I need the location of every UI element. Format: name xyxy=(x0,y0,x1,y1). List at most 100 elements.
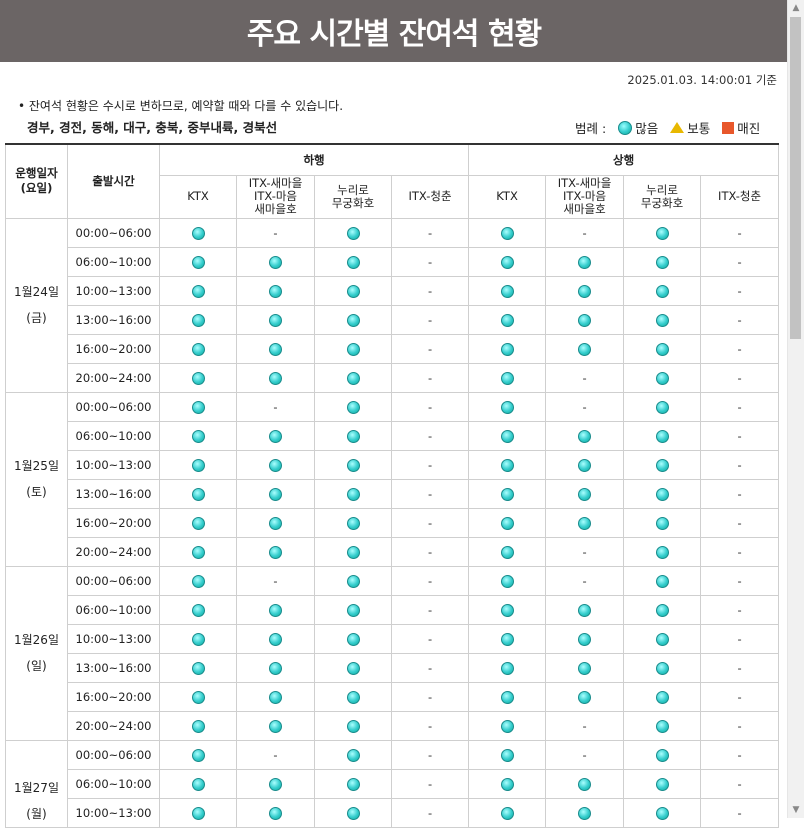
no-service-cell: - xyxy=(390,507,470,538)
seat-status-cell xyxy=(468,536,547,567)
dash-text: - xyxy=(737,399,742,414)
seat-status-cell xyxy=(468,768,547,799)
table-row: 06:00~10:00 - - xyxy=(6,768,780,799)
no-service-cell: - xyxy=(390,420,470,451)
no-service-cell: - xyxy=(700,710,780,741)
seat-status-cell xyxy=(314,362,392,393)
departure-time: 00:00~06:00 xyxy=(67,739,160,770)
seat-status-cell xyxy=(468,594,547,625)
departure-time: 10:00~13:00 xyxy=(67,449,160,480)
seat-status-cell xyxy=(623,594,702,625)
available-many-icon xyxy=(191,632,205,646)
seat-status-cell xyxy=(545,681,625,712)
available-many-icon xyxy=(346,632,360,646)
seat-status-cell xyxy=(468,333,547,364)
dash-text: - xyxy=(273,399,278,414)
available-many-icon xyxy=(191,226,205,240)
no-service-cell: - xyxy=(545,739,625,770)
available-many-icon xyxy=(655,371,669,385)
vertical-scrollbar[interactable]: ▲ ▼ xyxy=(787,0,804,818)
seat-table: 운행일자 (요일) 출발시간 하행 상행 KTX ITX-새마을 ITX-마음 새… xyxy=(5,143,780,828)
weekday-label: (일) xyxy=(26,659,47,673)
scroll-up-icon[interactable]: ▲ xyxy=(792,3,800,13)
departure-time: 16:00~20:00 xyxy=(67,681,160,712)
seat-status-cell xyxy=(545,478,625,509)
available-many-icon xyxy=(269,313,282,327)
departure-time: 16:00~20:00 xyxy=(67,507,160,538)
no-service-cell: - xyxy=(390,449,470,480)
dash-text: - xyxy=(737,312,742,327)
no-service-cell: - xyxy=(700,565,780,596)
no-service-cell: - xyxy=(390,246,470,277)
available-many-icon xyxy=(346,458,360,472)
seat-status-cell xyxy=(545,333,625,364)
legend-normal-label: 보통 xyxy=(687,121,711,136)
seat-status-cell xyxy=(236,420,315,451)
scroll-thumb[interactable] xyxy=(790,17,801,339)
seat-status-cell xyxy=(623,507,702,538)
seat-status-cell xyxy=(236,710,315,741)
available-many-icon xyxy=(191,545,205,559)
no-service-cell: - xyxy=(236,739,315,770)
seat-status-cell xyxy=(468,449,547,480)
departure-time: 00:00~06:00 xyxy=(67,391,160,422)
date-cell: 1월25일 (토) xyxy=(5,391,68,567)
available-many-icon xyxy=(655,226,669,240)
notice-text: • 잔여석 현황은 수시로 변하므로, 예약할 때와 다를 수 있습니다. xyxy=(18,99,344,113)
seat-status-cell xyxy=(545,275,625,306)
available-many-icon xyxy=(191,458,205,472)
departure-time: 00:00~06:00 xyxy=(67,217,160,248)
available-many-icon xyxy=(269,632,282,646)
seat-status-cell xyxy=(623,217,702,248)
no-service-cell: - xyxy=(390,478,470,509)
scroll-down-icon[interactable]: ▼ xyxy=(792,805,800,815)
header-up-train: ITX-새마을 ITX-마음 새마을호 xyxy=(545,174,625,219)
no-service-cell: - xyxy=(390,652,470,683)
soldout-icon xyxy=(722,121,735,134)
available-many-icon xyxy=(500,255,514,269)
table-row: 16:00~20:00 - - xyxy=(6,507,780,538)
available-many-icon xyxy=(500,661,514,675)
available-many-icon xyxy=(500,284,514,298)
no-service-cell: - xyxy=(390,594,470,625)
available-many-icon xyxy=(655,342,669,356)
available-many-icon xyxy=(346,429,360,443)
seat-status-cell xyxy=(236,275,315,306)
dash-text: - xyxy=(737,457,742,472)
dash-text: - xyxy=(427,312,433,327)
available-many-icon xyxy=(346,342,360,356)
legend-label: 범례 : xyxy=(575,121,607,136)
available-many-icon xyxy=(269,487,282,501)
table-row: 13:00~16:00 - - xyxy=(6,478,780,509)
departure-time: 10:00~13:00 xyxy=(67,623,160,654)
timestamp: 2025.01.03. 14:00:01 기준 xyxy=(627,73,777,87)
available-many-icon xyxy=(191,748,205,762)
available-many-icon xyxy=(578,342,592,356)
available-many-icon xyxy=(500,632,514,646)
seat-status-cell xyxy=(236,362,315,393)
seat-status-cell xyxy=(468,304,547,335)
table-row: 06:00~10:00 - - xyxy=(6,246,780,277)
seat-status-cell xyxy=(545,623,625,654)
no-service-cell: - xyxy=(545,536,625,567)
no-service-cell: - xyxy=(700,681,780,712)
available-many-icon xyxy=(578,690,592,704)
seat-status-cell xyxy=(236,623,315,654)
seat-status-cell xyxy=(468,217,547,248)
available-many-icon xyxy=(655,313,669,327)
dash-text: - xyxy=(737,747,742,762)
available-many-icon xyxy=(500,574,514,588)
available-many-icon xyxy=(578,632,592,646)
available-many-icon xyxy=(578,284,592,298)
available-many-icon xyxy=(269,545,282,559)
seat-status-cell xyxy=(159,478,237,509)
seat-status-cell xyxy=(314,623,392,654)
seat-status-cell xyxy=(159,681,237,712)
available-many-icon xyxy=(500,371,514,385)
available-many-icon xyxy=(269,603,282,617)
available-many-icon xyxy=(346,400,360,414)
dash-text: - xyxy=(273,225,278,240)
header-up-train: 누리로 무궁화호 xyxy=(623,174,702,219)
dash-text: - xyxy=(737,602,742,617)
available-many-icon xyxy=(269,342,282,356)
